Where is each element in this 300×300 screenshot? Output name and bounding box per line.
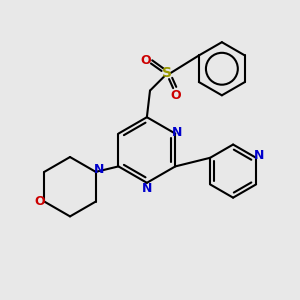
Text: O: O bbox=[170, 89, 181, 102]
Text: N: N bbox=[94, 163, 104, 176]
Text: N: N bbox=[254, 149, 264, 162]
Text: N: N bbox=[142, 182, 152, 195]
Text: O: O bbox=[140, 54, 151, 68]
Text: S: S bbox=[162, 66, 172, 80]
Text: N: N bbox=[172, 125, 182, 139]
Text: O: O bbox=[34, 195, 45, 208]
